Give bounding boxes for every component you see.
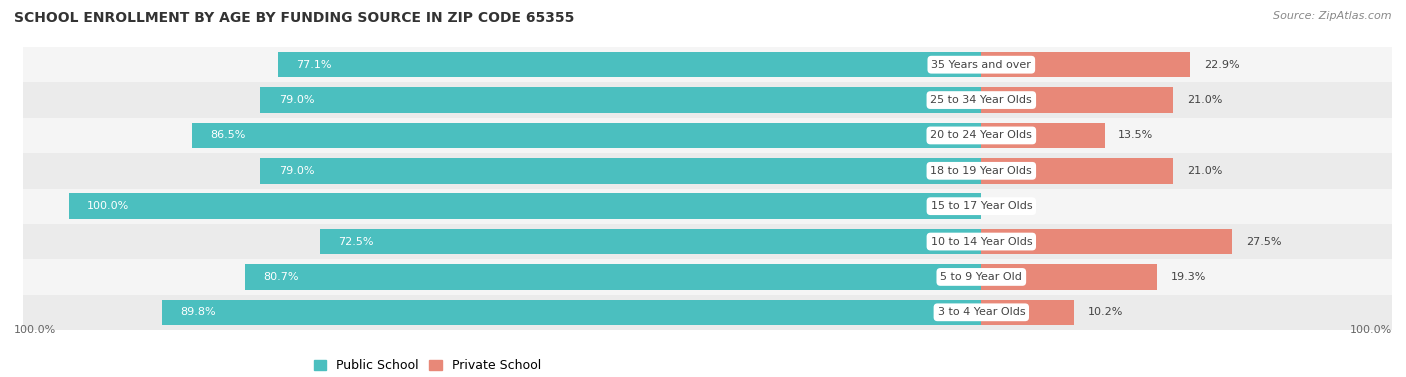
Text: 15 to 17 Year Olds: 15 to 17 Year Olds: [931, 201, 1032, 211]
Text: 21.0%: 21.0%: [1187, 166, 1222, 176]
Bar: [981, 300, 1074, 325]
Text: 72.5%: 72.5%: [337, 236, 374, 247]
Text: 13.5%: 13.5%: [1118, 130, 1153, 141]
Bar: [981, 123, 1105, 148]
Bar: [22, 118, 1392, 153]
Bar: [22, 259, 1392, 294]
Bar: [22, 294, 1392, 330]
Text: 22.9%: 22.9%: [1204, 60, 1240, 70]
Text: 10.2%: 10.2%: [1088, 307, 1123, 317]
Text: 100.0%: 100.0%: [14, 325, 56, 335]
Text: 10 to 14 Year Olds: 10 to 14 Year Olds: [931, 236, 1032, 247]
Bar: [981, 87, 1173, 113]
Text: 25 to 34 Year Olds: 25 to 34 Year Olds: [931, 95, 1032, 105]
Text: 0.0%: 0.0%: [995, 201, 1024, 211]
Text: 80.7%: 80.7%: [263, 272, 298, 282]
Text: 77.1%: 77.1%: [297, 60, 332, 70]
Text: 79.0%: 79.0%: [278, 95, 314, 105]
Text: 100.0%: 100.0%: [87, 201, 129, 211]
Bar: [319, 229, 981, 254]
Bar: [22, 153, 1392, 188]
Bar: [981, 158, 1173, 184]
Bar: [22, 224, 1392, 259]
Text: 5 to 9 Year Old: 5 to 9 Year Old: [941, 272, 1022, 282]
Text: 79.0%: 79.0%: [278, 166, 314, 176]
Bar: [260, 87, 981, 113]
Bar: [22, 47, 1392, 83]
Bar: [260, 158, 981, 184]
Legend: Public School, Private School: Public School, Private School: [309, 354, 546, 377]
Text: 35 Years and over: 35 Years and over: [931, 60, 1031, 70]
Bar: [69, 193, 981, 219]
Text: 86.5%: 86.5%: [211, 130, 246, 141]
Bar: [981, 264, 1157, 290]
Bar: [981, 52, 1191, 77]
Text: 19.3%: 19.3%: [1171, 272, 1206, 282]
Text: 3 to 4 Year Olds: 3 to 4 Year Olds: [938, 307, 1025, 317]
Bar: [245, 264, 981, 290]
Text: 21.0%: 21.0%: [1187, 95, 1222, 105]
Bar: [981, 229, 1232, 254]
Bar: [162, 300, 981, 325]
Bar: [22, 83, 1392, 118]
Text: SCHOOL ENROLLMENT BY AGE BY FUNDING SOURCE IN ZIP CODE 65355: SCHOOL ENROLLMENT BY AGE BY FUNDING SOUR…: [14, 11, 575, 25]
Bar: [22, 188, 1392, 224]
Bar: [193, 123, 981, 148]
Text: 27.5%: 27.5%: [1246, 236, 1281, 247]
Text: 89.8%: 89.8%: [180, 307, 215, 317]
Text: 100.0%: 100.0%: [1350, 325, 1392, 335]
Text: Source: ZipAtlas.com: Source: ZipAtlas.com: [1274, 11, 1392, 21]
Text: 18 to 19 Year Olds: 18 to 19 Year Olds: [931, 166, 1032, 176]
Bar: [278, 52, 981, 77]
Text: 20 to 24 Year Olds: 20 to 24 Year Olds: [931, 130, 1032, 141]
